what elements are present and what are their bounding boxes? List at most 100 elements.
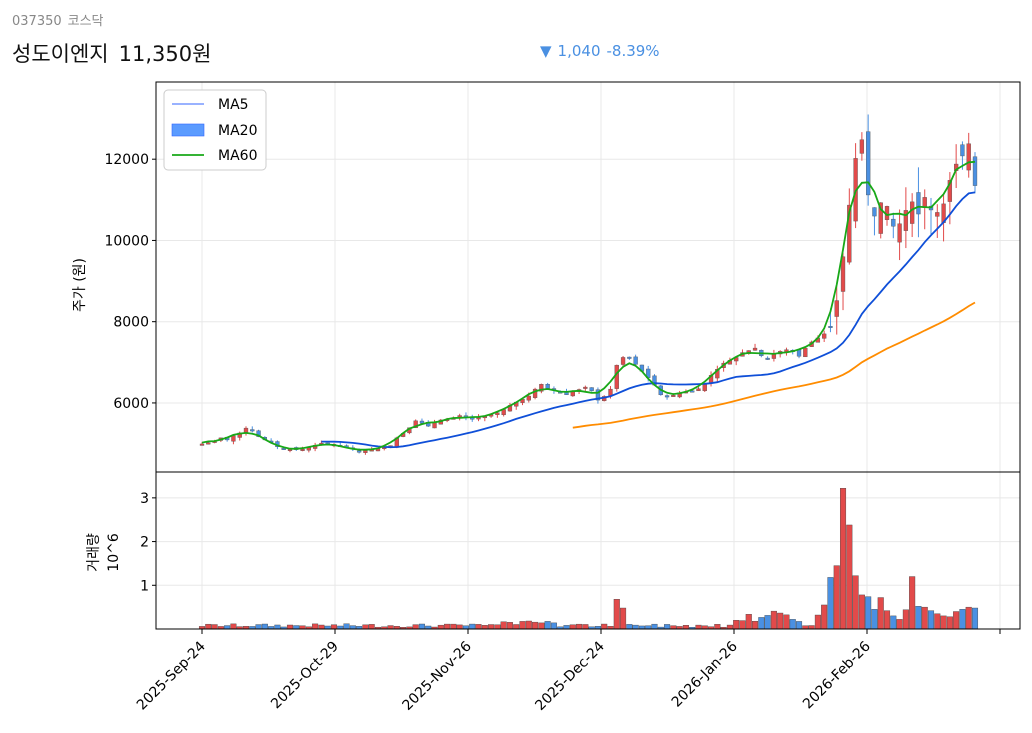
x-tick-label: 2025-Sep-24 [134,638,209,713]
volume-bar [412,624,419,630]
volume-bar [569,624,576,630]
volume-bar [752,620,759,630]
price-panel-frame [155,81,1021,473]
candle-body [256,430,261,437]
volume-bar [758,617,765,630]
volume-bar [927,610,935,630]
candle-body [872,207,877,217]
volume-bar [827,577,834,630]
volume-bar [563,625,570,630]
candle-body [903,210,909,231]
market-name: 코스닥 [67,14,104,29]
volume-bar [770,610,777,630]
volume-bar [211,624,218,630]
volume-bar [940,615,947,630]
candle-body [356,450,362,453]
y-tick-label: 6000 [113,396,149,412]
volume-bar [437,624,444,630]
candle-body [840,256,846,292]
y-axis-label: 주가 (원) [72,258,88,312]
volume-bar [544,621,551,630]
volume-bar [418,623,425,630]
volume-bar [293,625,300,630]
ma20-line [321,191,976,449]
candle-body [664,395,670,398]
volume-bar [833,565,840,630]
volume-bar [582,624,589,630]
candle-body [614,364,619,389]
candle-body [300,449,305,451]
x-tick-label: 2026-Feb-26 [800,638,874,712]
volume-bar [632,624,639,630]
candle-body [910,201,915,224]
volume-bar [726,624,733,630]
volume-bar [368,624,375,630]
volume-bar [839,488,847,630]
candle-body [671,395,676,397]
volume-bar [601,623,608,630]
volume-bar [890,615,897,630]
candle-body [231,435,236,442]
legend: MA5 MA20 MA60 [163,89,267,171]
volume-bar [909,576,916,630]
candle-body [822,333,827,339]
volume-bar [576,623,583,630]
volume-bar [783,614,790,630]
volume-bar [261,623,268,630]
x-tick-label: 2025-Oct-29 [268,639,342,713]
volume-bar [613,599,620,630]
volume-bar [444,623,451,630]
volume-bar [664,624,671,630]
volume-bar [814,614,821,630]
volume-bar [934,613,941,630]
volume-bar [481,625,488,630]
volume-bar [330,624,338,630]
candle-body [199,443,205,446]
volume-bar [745,614,752,630]
volume-bar [362,624,369,630]
change-percent: -8.39% [606,42,660,60]
volume-bar [965,606,972,630]
candle-body [432,422,437,429]
volume-bar [959,609,966,630]
candle-body [539,384,544,392]
volume-bar [865,596,872,630]
legend-ma20-swatch [171,123,205,137]
candle-body [935,212,940,217]
volume-bar [513,624,520,630]
volume-bar [846,524,853,630]
volume-bar [274,624,281,630]
volume-bar [475,624,482,630]
down-arrow-icon: ▼ [540,42,552,60]
volume-bar [626,624,633,630]
candle-body [532,388,538,398]
volume-panel-frame [155,471,1021,630]
candle-body [589,387,594,391]
volume-bar [488,624,495,630]
volume-bar [777,612,784,630]
volume-bar [896,619,903,630]
stock-name: 성도이엔지 [12,42,109,66]
candle-body [633,356,638,365]
volume-bar [349,625,356,630]
candle-body [526,395,531,401]
candle-body [620,357,626,365]
candle-body [960,144,965,157]
price-change: ▼ 1,040 -8.39% [540,42,666,60]
volume-bar [456,624,463,630]
volume-bar [971,607,979,630]
volume-bar [469,623,476,630]
candle-body [752,347,758,351]
volume-bar [318,624,325,630]
stock-code-line: 037350 코스닥 [12,10,110,29]
volume-bar [739,620,746,630]
volume-bar [494,624,501,630]
candle-body [363,450,368,453]
volume-bar [532,621,539,630]
volume-bar [852,575,859,630]
volume-bar [670,625,677,630]
volume-bar [871,609,878,630]
candle-body [966,143,971,171]
candle-body [897,223,902,243]
